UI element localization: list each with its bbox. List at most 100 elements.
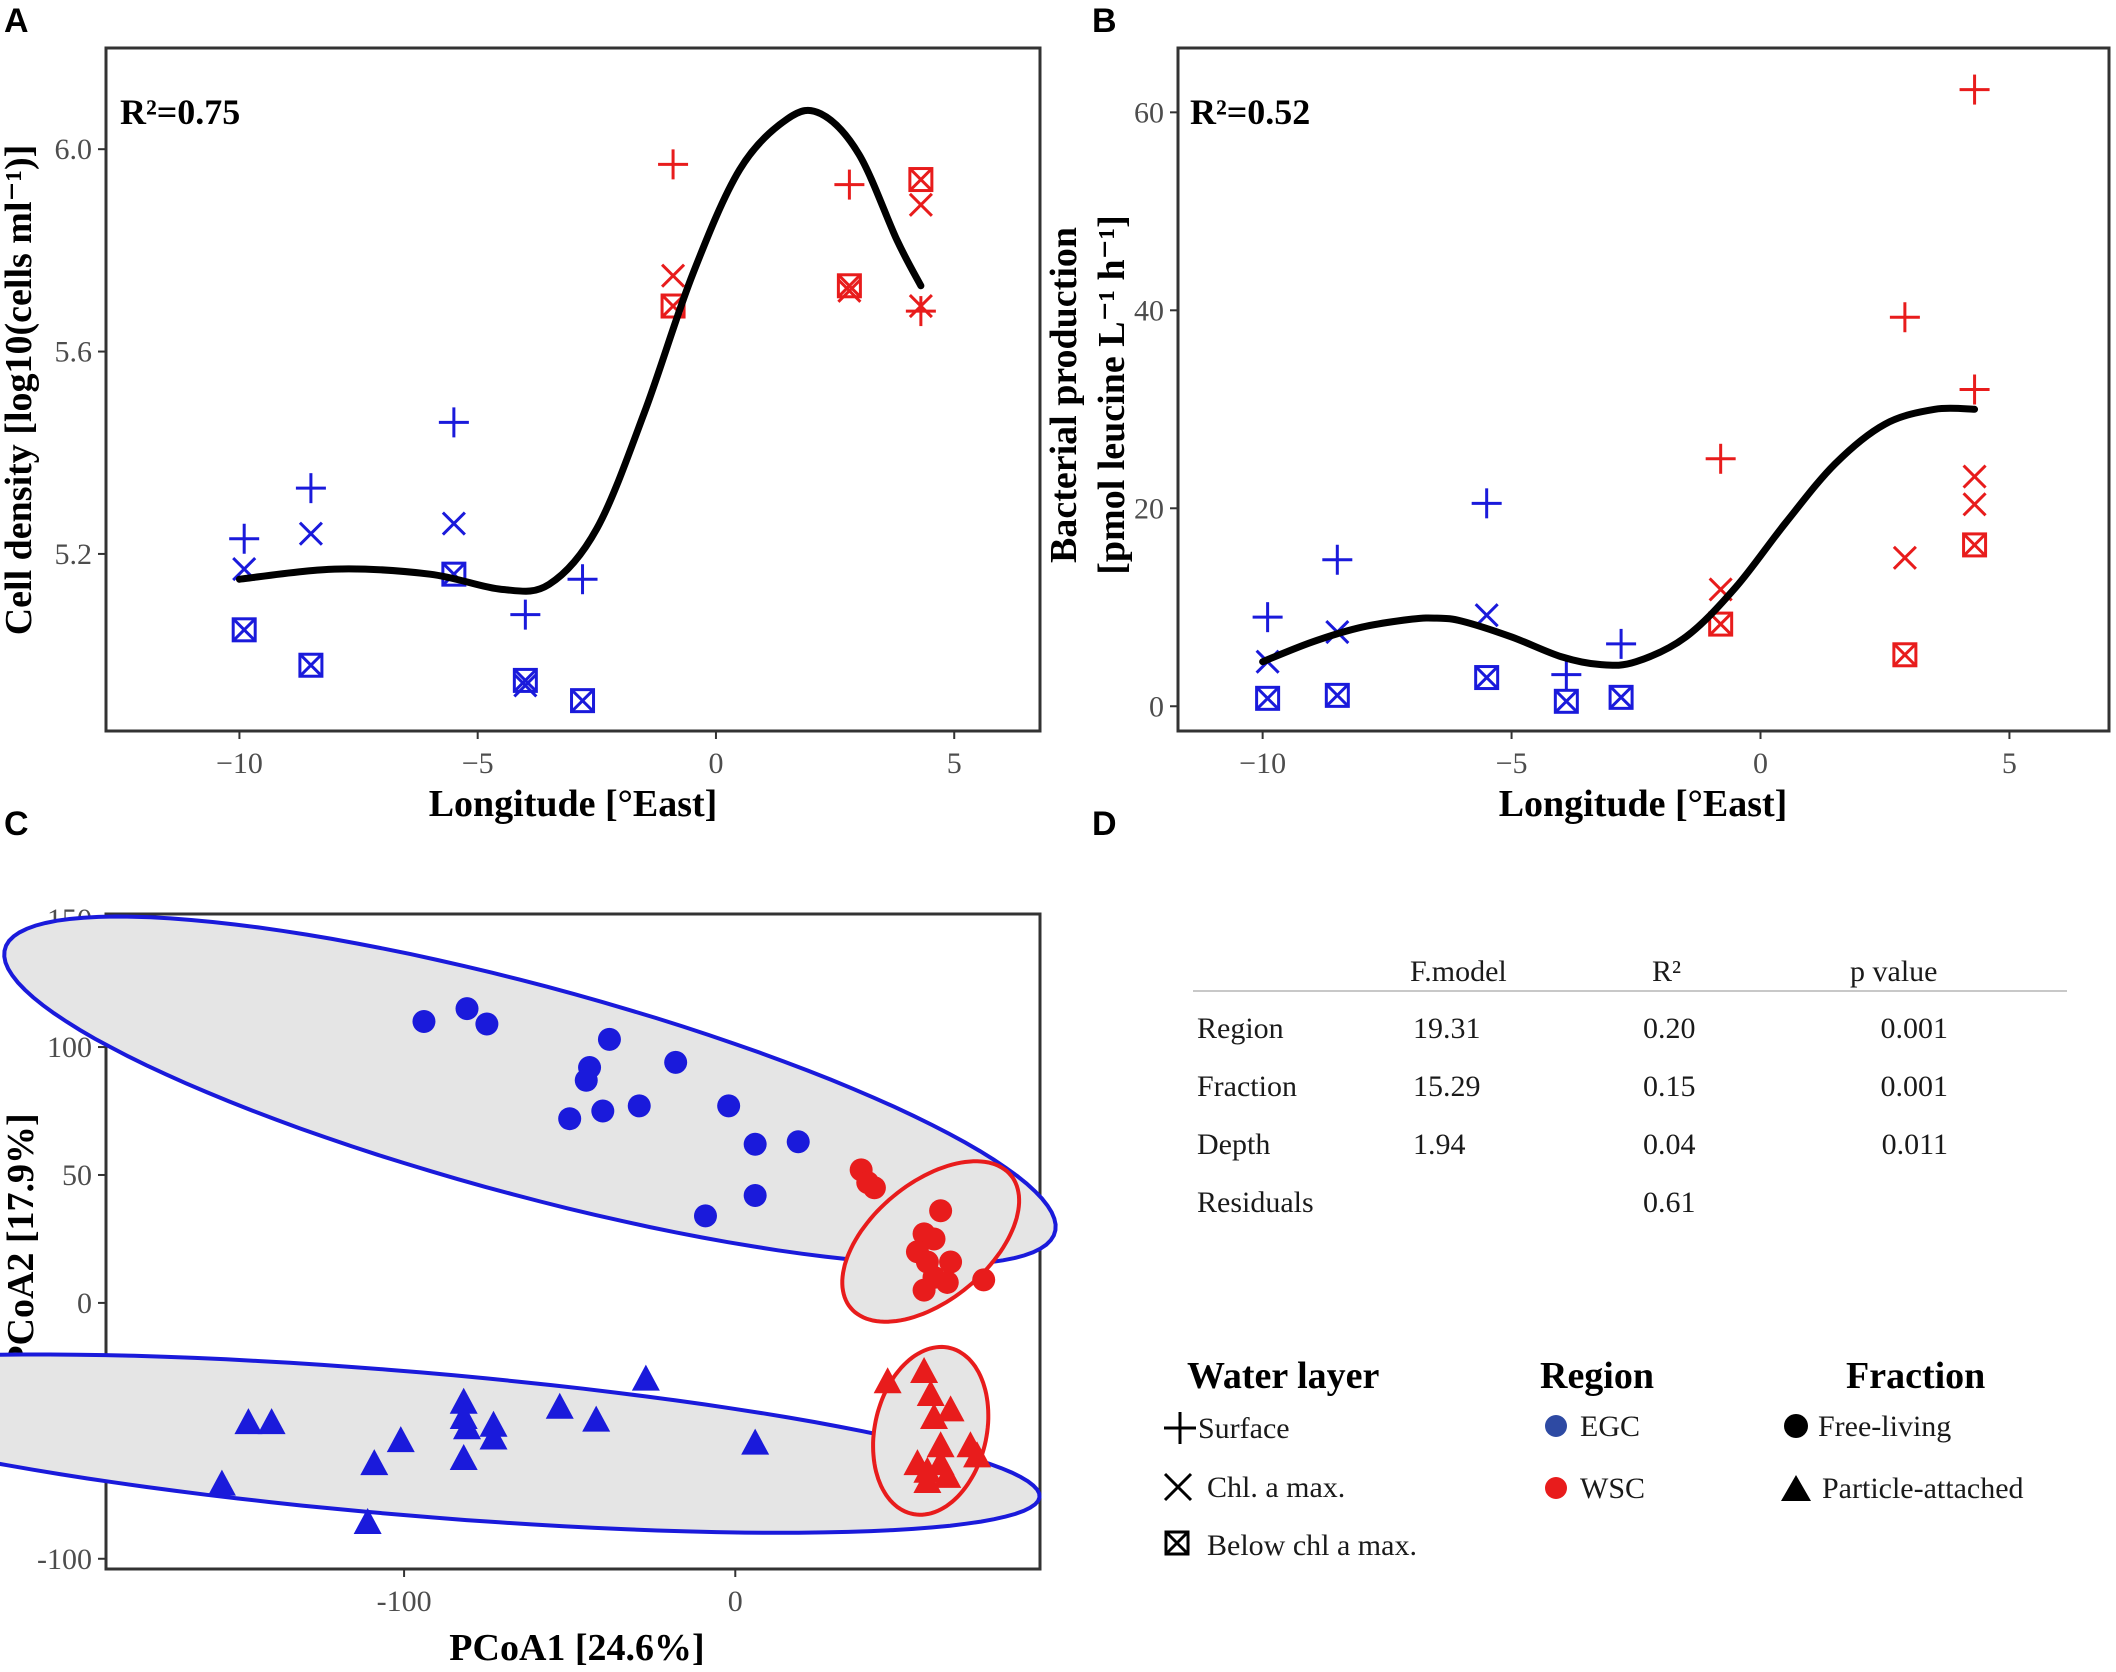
- table-row-label: Residuals: [1197, 1186, 1314, 1219]
- x-tick-label-b: −5: [1496, 747, 1528, 780]
- table-cell: 0.04: [1643, 1128, 1696, 1161]
- table-header-r2: R²: [1652, 955, 1681, 988]
- panel-label-c: C: [4, 805, 29, 843]
- y-axis-title-a: Cell density [log10(cells ml⁻¹)]: [0, 145, 40, 636]
- data-point-particle-attached: [234, 1408, 263, 1435]
- panel-label-a: A: [4, 2, 29, 40]
- confidence-ellipse-egc-particle-attached: [0, 1352, 1042, 1535]
- legend-egc-icon: [1545, 1415, 1567, 1437]
- data-point-particle-attached: [545, 1392, 574, 1419]
- table-cell: 15.29: [1413, 1070, 1481, 1103]
- legend-free-living-icon: [1784, 1414, 1808, 1438]
- smooth-fit-curve-b: [1259, 404, 1979, 669]
- data-point-free-living: [929, 1199, 953, 1223]
- legend-particle-attached-icon: [1781, 1475, 1811, 1501]
- y-tick-label-b: 60: [1134, 96, 1164, 129]
- table-cell: 1.94: [1413, 1128, 1466, 1161]
- data-point-surface-a: [438, 407, 469, 438]
- data-point-below-b: [1962, 532, 1988, 558]
- legend-wsc-icon: [1545, 1477, 1567, 1499]
- data-point-particle-attached: [207, 1469, 236, 1496]
- data-point-chl-a: [513, 673, 538, 698]
- data-point-free-living: [862, 1176, 886, 1200]
- y-tick-label-c: 100: [47, 1031, 92, 1064]
- plot-frame-b: [1176, 46, 2111, 733]
- table-cell: 0.15: [1643, 1070, 1696, 1103]
- data-point-chl-a: [908, 192, 933, 217]
- data-point-free-living: [939, 1250, 963, 1274]
- data-point-particle-attached: [916, 1380, 945, 1407]
- x-tick-label-c: -100: [377, 1585, 432, 1618]
- r2-label-a: R²=0.75: [120, 92, 240, 132]
- data-point-below-a: [298, 652, 324, 678]
- data-point-surface-b: [1705, 443, 1736, 474]
- data-point-chl-a: [837, 278, 862, 303]
- table-cell: 0.20: [1643, 1012, 1696, 1045]
- table-cell: 0.001: [1881, 1070, 1949, 1103]
- data-point-chl-a: [441, 511, 466, 536]
- data-point-surface-b: [1959, 74, 1990, 105]
- data-point-free-living: [717, 1094, 741, 1118]
- y-tick-label-c: 50: [62, 1159, 92, 1192]
- y-tick-label-c: -100: [37, 1543, 92, 1576]
- data-point-chl-b: [1962, 464, 1987, 489]
- y-tick-label-a: 5.6: [55, 336, 93, 369]
- data-point-particle-attached: [449, 1443, 478, 1470]
- data-point-surface-a: [905, 296, 936, 327]
- data-point-chl-a: [661, 263, 686, 288]
- data-point-below-b: [1892, 642, 1918, 668]
- table-row-label: Fraction: [1197, 1070, 1297, 1103]
- table-row-label: Depth: [1197, 1128, 1270, 1161]
- x-tick-label-b: −10: [1239, 747, 1286, 780]
- panel-label-b: B: [1092, 2, 1117, 40]
- data-point-free-living: [597, 1027, 621, 1051]
- data-point-chl-a: [298, 521, 323, 546]
- data-point-particle-attached: [926, 1431, 955, 1458]
- y-axis-title-c: PCoA2 [17.9%]: [0, 1113, 42, 1368]
- data-point-particle-attached: [453, 1413, 482, 1440]
- x-tick-label-a: −5: [462, 747, 494, 780]
- table-cell: 0.011: [1882, 1128, 1948, 1161]
- data-point-particle-attached: [963, 1441, 992, 1468]
- x-tick-label-c: 0: [728, 1585, 743, 1618]
- legend-chl-max-icon: [1163, 1472, 1193, 1502]
- data-point-particle-attached: [873, 1367, 902, 1394]
- data-point-chl-a: [908, 293, 933, 319]
- table-cell: 0.61: [1643, 1186, 1696, 1219]
- data-point-particle-attached: [360, 1449, 389, 1476]
- data-point-below-a: [570, 688, 596, 714]
- x-tick-label-b: 0: [1753, 747, 1768, 780]
- data-point-free-living: [743, 1132, 767, 1156]
- y-tick-label-b: 20: [1134, 492, 1164, 525]
- x-axis-title-c: PCoA1 [24.6%]: [449, 1627, 704, 1669]
- table-body: Region 19.31 0.20 0.001 Fraction 15.29 0.15 0.0…: [1197, 1012, 1948, 1219]
- data-point-free-living: [972, 1268, 996, 1292]
- data-point-surface-b: [1606, 628, 1637, 659]
- data-point-surface-b: [1959, 374, 1990, 405]
- legend-label-below-chl: Below chl a max.: [1207, 1529, 1417, 1562]
- panel-a-cell-density: R²=0.75 Longitude [°East] Cell density […: [0, 46, 1042, 825]
- data-point-particle-attached: [386, 1426, 415, 1453]
- data-point-surface-a: [658, 149, 689, 180]
- legend: Water layer Region Fraction Surface Chl.…: [1163, 1355, 2024, 1562]
- data-point-free-living: [693, 1204, 717, 1228]
- y-tick-label-b: 0: [1149, 690, 1164, 723]
- plot-frame-a: [104, 46, 1042, 733]
- x-axis-title-b: Longitude [°East]: [1499, 783, 1788, 825]
- data-point-surface-a: [229, 523, 260, 554]
- data-point-free-living: [743, 1183, 767, 1207]
- x-tick-label-a: 0: [708, 747, 723, 780]
- data-point-chl-b: [1962, 492, 1987, 517]
- y-tick-label-a: 5.2: [55, 538, 93, 571]
- data-point-below-b: [1474, 665, 1500, 691]
- legend-surface-icon: [1164, 1412, 1196, 1444]
- data-point-below-b: [1324, 682, 1350, 708]
- data-point-particle-attached: [353, 1507, 382, 1534]
- data-point-below-a: [836, 273, 862, 299]
- panel-c-pcoa: PCoA1 [24.6%] PCoA2 [17.9%] -1000-100-50…: [0, 903, 1058, 1669]
- data-point-free-living: [558, 1107, 582, 1131]
- data-point-particle-attached: [631, 1364, 660, 1391]
- data-point-free-living: [935, 1270, 959, 1294]
- y-axis-title-b-line2: [pmol leucine L⁻¹ h⁻¹]: [1091, 215, 1133, 575]
